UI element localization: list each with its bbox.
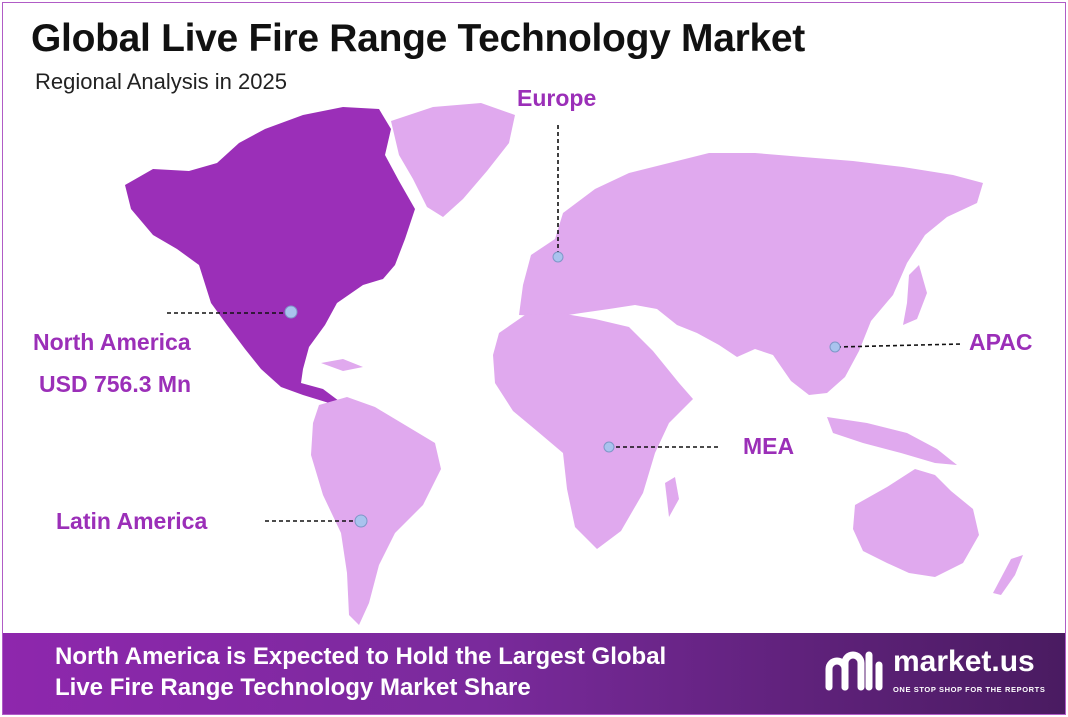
market-us-logo-icon (825, 651, 883, 691)
brand-logo: market.us ONE STOP SHOP FOR THE REPORTS (823, 643, 1063, 703)
north-america-label: North America (33, 329, 191, 355)
mea-marker (603, 441, 615, 453)
mea-label: MEA (743, 433, 795, 459)
madagascar-shape (665, 477, 679, 517)
footer-banner: North America is Expected to Hold the La… (3, 633, 1065, 714)
world-map (125, 103, 1023, 625)
north-america-marker (284, 305, 298, 319)
australia-shape (853, 469, 979, 577)
footer-text: North America is Expected to Hold the La… (55, 641, 666, 703)
apac-label: APAC (969, 329, 1033, 355)
north-america-shape (125, 107, 415, 415)
north-america-value: USD 756.3 Mn (39, 371, 192, 397)
greenland-shape (391, 103, 515, 217)
caribbean-shape (321, 359, 363, 371)
brand-name: market.us (893, 645, 1035, 678)
south-america-shape (311, 397, 441, 625)
brand-tagline: ONE STOP SHOP FOR THE REPORTS (893, 685, 1046, 694)
new-zealand-shape (993, 555, 1023, 595)
page-title: Global Live Fire Range Technology Market (31, 17, 805, 60)
latin-america-marker (354, 514, 368, 528)
southeast-asia-shape (827, 417, 957, 465)
europe-marker (552, 251, 564, 263)
europe-label: Europe (517, 85, 597, 111)
latin-america-label: Latin America (56, 508, 208, 534)
africa-shape (493, 313, 693, 549)
footer-line-2: Live Fire Range Technology Market Share (55, 674, 531, 701)
apac-marker (829, 341, 841, 353)
japan-shape (903, 265, 927, 325)
eurasia-shape (519, 153, 983, 395)
page-subtitle: Regional Analysis in 2025 (35, 69, 287, 94)
footer-line-1: North America is Expected to Hold the La… (55, 643, 667, 670)
